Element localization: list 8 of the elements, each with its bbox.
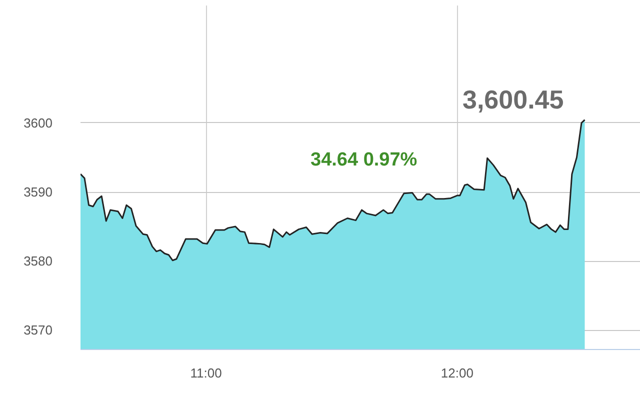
annotation: 34.64 0.97%	[310, 150, 418, 170]
x-tick-label: 11:00	[190, 366, 222, 380]
y-tick-label: 3590	[24, 184, 52, 200]
y-tick-label: 3570	[24, 322, 52, 338]
y-tick-label: 3580	[24, 254, 52, 269]
annotation: 3,600.45	[462, 84, 564, 114]
y-tick-label: 3600	[24, 115, 52, 130]
x-tick-label: 12:00	[440, 366, 474, 380]
